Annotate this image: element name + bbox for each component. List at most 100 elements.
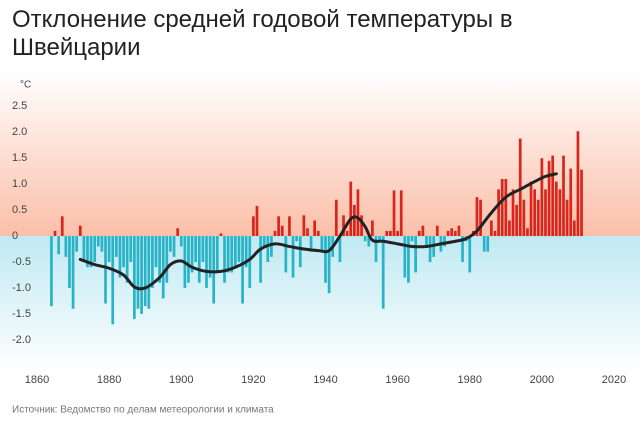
y-tick-label: 1.0 xyxy=(12,178,27,190)
bar xyxy=(205,236,208,288)
bar xyxy=(356,189,360,237)
bar xyxy=(453,230,457,237)
y-tick-label: 2.0 xyxy=(12,126,27,138)
bar xyxy=(237,236,241,263)
bar xyxy=(172,236,176,257)
source: Источник: Ведомство по делам метеорологи… xyxy=(12,405,274,416)
bar xyxy=(194,236,198,263)
bar xyxy=(572,220,576,237)
bar xyxy=(320,236,324,252)
bar xyxy=(288,216,291,237)
trend-line xyxy=(78,172,558,291)
bar xyxy=(349,181,353,237)
chart-title: Отклонение средней годовой температуры в… xyxy=(12,6,513,61)
bar xyxy=(125,236,129,283)
bar xyxy=(327,236,331,294)
bar xyxy=(187,236,190,283)
bar xyxy=(374,236,378,263)
bar xyxy=(53,230,57,237)
bar xyxy=(407,236,410,283)
bar xyxy=(421,225,425,237)
warm-zone xyxy=(0,70,640,237)
bar xyxy=(410,236,414,242)
x-tick-label: 2000 xyxy=(530,374,554,386)
bar xyxy=(252,216,255,237)
y-tick-label: 0 xyxy=(12,230,18,242)
bar xyxy=(479,199,482,237)
y-tick-label: -0.5 xyxy=(12,256,31,268)
bar xyxy=(140,236,143,314)
bar xyxy=(533,189,537,237)
bar xyxy=(64,236,68,257)
bar xyxy=(518,138,522,237)
bar xyxy=(396,230,399,237)
bar xyxy=(338,236,342,263)
bar xyxy=(461,236,464,263)
unit: °C xyxy=(20,80,31,91)
bar xyxy=(295,236,299,242)
y-tick-label: -1.0 xyxy=(12,282,31,294)
bar xyxy=(154,236,158,268)
bar xyxy=(363,236,367,242)
bar xyxy=(526,228,529,237)
x-tick-label: 1980 xyxy=(458,374,482,386)
bar xyxy=(244,236,248,268)
bar xyxy=(50,236,53,307)
bar xyxy=(316,230,320,237)
bar xyxy=(104,236,107,304)
bar xyxy=(75,236,79,252)
bar xyxy=(522,199,526,237)
bar xyxy=(212,236,216,304)
bar xyxy=(122,236,125,268)
bar xyxy=(342,215,345,237)
bar xyxy=(176,228,179,237)
bar xyxy=(450,228,454,237)
bar xyxy=(435,225,439,237)
bar xyxy=(197,236,201,283)
bar xyxy=(547,160,551,237)
bar xyxy=(266,236,270,263)
bar xyxy=(493,230,497,237)
bar xyxy=(580,169,583,237)
bar xyxy=(190,236,194,273)
bar xyxy=(118,236,122,278)
bar xyxy=(161,236,165,299)
bar xyxy=(544,189,547,237)
bar xyxy=(241,236,244,304)
bar xyxy=(345,230,349,237)
bar xyxy=(100,236,104,252)
bar xyxy=(114,236,118,257)
bar xyxy=(226,236,230,273)
bar xyxy=(136,236,140,309)
bar xyxy=(89,236,93,268)
x-tick-label: 1940 xyxy=(313,374,337,386)
bar xyxy=(497,189,500,237)
bar xyxy=(371,220,374,237)
bar xyxy=(68,236,71,288)
bar xyxy=(457,225,461,237)
bar xyxy=(248,236,252,288)
background xyxy=(0,70,640,371)
bar xyxy=(291,236,295,278)
bar xyxy=(201,236,205,263)
bar xyxy=(78,225,82,237)
bar xyxy=(529,181,533,237)
x-tick-label: 2020 xyxy=(602,374,626,386)
bar xyxy=(558,189,562,237)
bar xyxy=(490,220,493,237)
y-tick-label: 2.5 xyxy=(12,100,27,112)
bar xyxy=(273,230,277,237)
y-tick-label: -1.5 xyxy=(12,308,31,320)
bar xyxy=(298,236,302,268)
bar xyxy=(500,178,504,237)
bar xyxy=(208,236,212,278)
bar xyxy=(169,236,172,252)
bar xyxy=(446,230,450,237)
bar xyxy=(82,236,86,263)
bar xyxy=(508,220,511,237)
bar xyxy=(381,236,385,309)
x-tick-label: 1920 xyxy=(241,374,265,386)
bar xyxy=(143,236,147,307)
